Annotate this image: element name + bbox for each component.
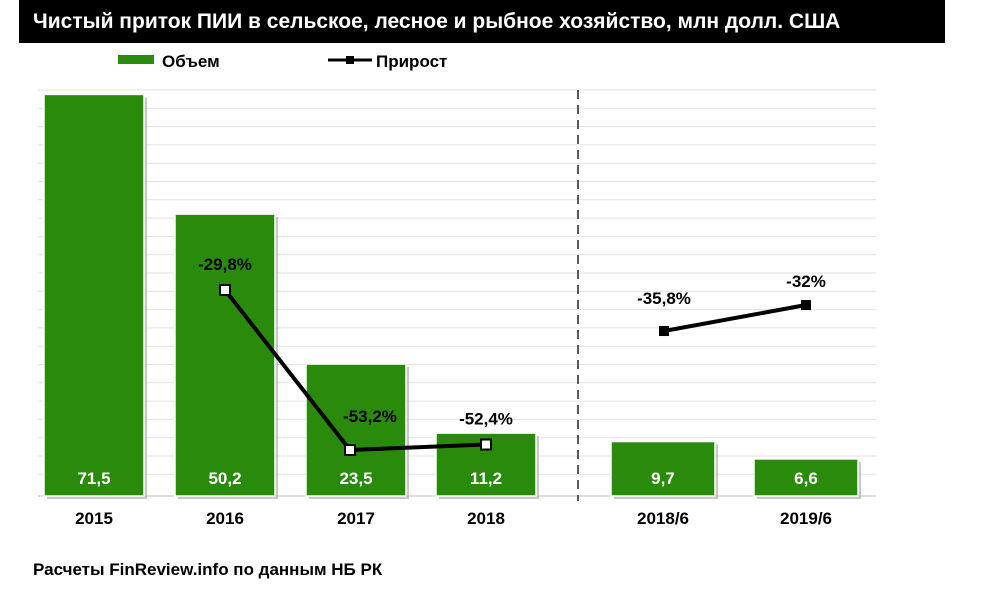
growth-marker xyxy=(659,326,669,337)
legend-label-growth: Прирост xyxy=(376,52,447,71)
bar xyxy=(753,458,859,497)
legend: Объем Прирост xyxy=(118,52,447,71)
legend-swatch-volume xyxy=(118,55,154,64)
x-tick-label: 2015 xyxy=(75,509,113,528)
bar-value-label: 6,6 xyxy=(794,469,818,488)
x-tick-label: 2017 xyxy=(337,509,375,528)
growth-marker xyxy=(801,300,811,311)
growth-value-label: -35,8% xyxy=(637,289,691,308)
x-tick-label: 2018 xyxy=(467,509,505,528)
chart-area: Объем Прирост 71,5 50,2 23,5 11,2 9,7 6,6 -29,… xyxy=(38,52,876,528)
growth-value-label: -52,4% xyxy=(459,410,513,429)
x-axis: 2015 2016 2017 2018 2018/6 2019/6 xyxy=(75,509,832,528)
growth-value-label: -53,2% xyxy=(343,407,397,426)
growth-marker xyxy=(480,438,492,451)
bar-value-label: 71,5 xyxy=(77,469,110,488)
legend-marker-growth xyxy=(346,56,354,64)
x-tick-label: 2019/6 xyxy=(780,509,832,528)
bars: 71,5 50,2 23,5 11,2 9,7 6,6 xyxy=(43,93,861,499)
chart-title: Чистый приток ПИИ в сельское, лесное и р… xyxy=(19,0,945,43)
source-note: Расчеты FinReview.info по данным НБ РК xyxy=(33,560,383,579)
bar-value-label: 50,2 xyxy=(208,469,241,488)
bar xyxy=(174,213,276,497)
bar xyxy=(305,363,407,497)
growth-line-segment xyxy=(663,303,807,333)
x-tick-label: 2018/6 xyxy=(637,509,689,528)
x-tick-label: 2016 xyxy=(206,509,244,528)
growth-marker xyxy=(219,284,231,296)
bar xyxy=(43,93,145,497)
bar-value-label: 9,7 xyxy=(651,469,675,488)
bar-value-label: 23,5 xyxy=(339,469,372,488)
bar-value-label: 11,2 xyxy=(470,469,502,488)
growth-line: -29,8% -53,2% -52,4% -35,8% -32% xyxy=(198,255,826,456)
growth-marker xyxy=(344,444,356,456)
growth-value-label: -32% xyxy=(786,272,826,291)
growth-value-label: -29,8% xyxy=(198,255,252,274)
legend-label-volume: Объем xyxy=(162,52,220,71)
bar xyxy=(610,440,716,497)
